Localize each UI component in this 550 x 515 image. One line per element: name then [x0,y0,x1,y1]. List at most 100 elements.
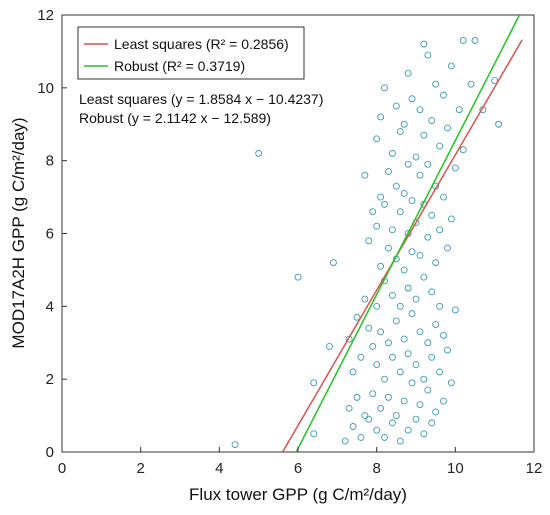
scatter-point [428,117,436,125]
x-tick-label: 12 [526,460,543,477]
scatter-point [357,433,365,441]
scatter-point [424,160,432,168]
y-tick-label: 6 [46,226,54,243]
scatter-point [404,426,412,434]
scatter-point [471,37,479,44]
scatter-point [341,437,349,445]
scatter-point [377,262,385,270]
scatter-point [369,390,377,398]
scatter-point [424,51,432,59]
scatter-point [373,135,381,143]
scatter-point [444,124,451,132]
scatter-point [420,40,428,48]
scatter-point [440,193,447,201]
scatter-point [392,412,400,420]
x-tick-label: 8 [372,460,380,477]
scatter-point [420,273,428,281]
scatter-point [385,244,392,252]
scatter-point [400,266,408,274]
least-squares-fit-line [282,39,523,452]
scatter-point [373,361,381,369]
scatter-point [420,375,428,383]
scatter-point [381,84,388,92]
scatter-point [432,259,440,267]
scatter-point [361,412,369,420]
scatter-point [349,423,357,430]
regression-lines [282,15,523,452]
x-tick-label: 2 [136,460,144,477]
scatter-point [416,401,424,409]
scatter-point [369,208,377,216]
legend-label-least-squares: Least squares (R² = 0.2856) [114,36,289,52]
scatter-point [373,426,381,434]
scatter-point [404,284,412,292]
scatter-point [459,146,467,154]
scatter-point [365,324,373,332]
scatter-point [436,302,444,310]
scatter-point [408,95,416,103]
scatter-point [416,171,424,179]
scatter-point [377,404,385,412]
scatter-point [353,313,361,321]
x-tick-label: 6 [294,460,302,477]
robust-fit-line [295,15,521,452]
scatter-point [404,350,412,358]
y-tick-label: 4 [46,298,54,315]
scatter-point [451,164,459,172]
scatter-point [361,171,369,179]
scatter-point [416,106,424,114]
scatter-point [373,302,381,310]
scatter-point [495,120,503,128]
scatter-point [412,415,420,423]
scatter-point [377,193,385,201]
scatter-point [365,415,373,423]
scatter-point [310,430,318,438]
scatter-point [361,295,369,303]
equation-robust: Robust (y = 2.1142 x − 12.589) [79,110,271,126]
scatter-point [428,288,436,296]
y-tick-label: 10 [37,80,54,97]
x-tick-label: 0 [58,460,66,477]
scatter-point [385,168,392,176]
scatter-point [388,291,396,299]
y-axis-label: MOD17A2H GPP (g C/m²/day) [9,117,28,348]
legend-label-robust: Robust (R² = 0.3719) [114,58,245,74]
scatter-point [424,339,432,347]
scatter-point [428,211,436,219]
y-tick-label: 0 [46,444,54,461]
scatter-point [459,37,467,44]
scatter-point [396,302,404,310]
scatter-point [420,131,428,139]
scatter-point [428,419,436,427]
scatter-point [432,80,440,88]
scatter-point [349,368,357,376]
scatter-point [416,251,424,259]
scatter-point [467,80,475,88]
scatter-point [408,379,416,387]
scatter-point [400,189,408,197]
scatter-point [424,386,432,394]
scatter-point [255,149,263,157]
scatter-point [381,433,388,441]
scatter-point [400,335,408,343]
scatter-point [404,160,412,168]
scatter-point [412,361,420,369]
scatter-point [440,332,447,339]
y-tick-label: 12 [37,7,54,24]
scatter-point [432,321,440,328]
scatter-point [369,342,377,350]
scatter-point [396,368,404,376]
y-tick-label: 8 [46,153,54,170]
y-tick-label: 2 [46,371,54,388]
axis-ticks: 0 2 4 6 8 10 12 0 2 4 6 8 10 12 [37,7,542,477]
scatter-point [436,368,444,376]
scatter-point [447,215,455,223]
scatter-point [396,128,404,135]
scatter-point [345,404,353,412]
scatter-point [404,69,412,77]
scatter-point [412,153,420,161]
x-tick-label: 4 [215,460,223,477]
legend: Least squares (R² = 0.2856) Robust (R² =… [77,26,305,80]
scatter-point [432,408,440,416]
